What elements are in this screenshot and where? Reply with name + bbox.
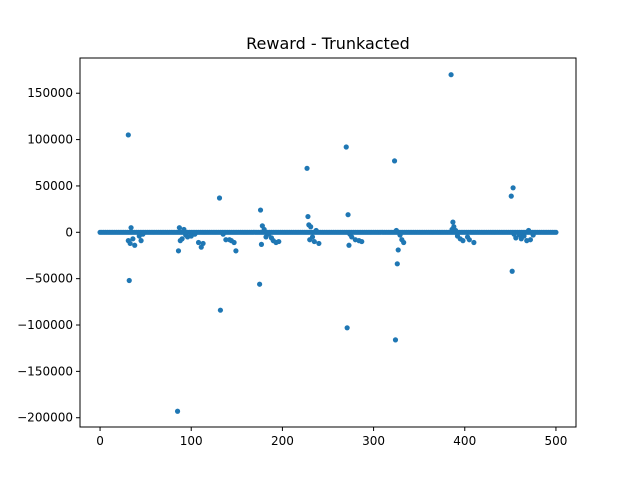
data-point xyxy=(395,247,401,253)
data-point xyxy=(460,238,466,244)
data-point xyxy=(176,225,182,231)
data-point xyxy=(128,225,134,231)
data-point xyxy=(261,226,267,233)
y-tick-label: −150000 xyxy=(17,364,73,378)
data-point xyxy=(521,233,527,239)
x-tick-label: 100 xyxy=(180,434,203,448)
data-point xyxy=(316,240,322,247)
data-point xyxy=(200,240,206,247)
data-point xyxy=(344,325,350,331)
data-point xyxy=(453,227,459,234)
data-points-layer xyxy=(125,72,536,414)
data-point xyxy=(466,237,472,243)
data-point xyxy=(175,248,182,254)
data-point xyxy=(132,242,138,248)
data-point xyxy=(346,242,352,248)
y-tick-label: 0 xyxy=(65,225,73,239)
data-point xyxy=(126,277,132,284)
data-point xyxy=(530,232,536,238)
x-tick-label: 200 xyxy=(271,434,294,448)
baseline-points-layer xyxy=(97,229,559,235)
data-point xyxy=(220,231,226,237)
data-point xyxy=(125,132,131,138)
data-point xyxy=(233,248,239,254)
data-point xyxy=(401,239,407,246)
data-point xyxy=(448,72,454,78)
data-point xyxy=(311,238,317,245)
y-tick-label: −200000 xyxy=(17,411,73,425)
y-tick-label: 150000 xyxy=(27,86,73,100)
data-point xyxy=(527,237,534,243)
data-point xyxy=(276,238,282,245)
data-point xyxy=(179,236,185,242)
data-point xyxy=(257,281,263,287)
data-point xyxy=(471,239,477,246)
data-point xyxy=(266,231,272,237)
data-point xyxy=(343,144,349,150)
x-tick-label: 0 xyxy=(96,434,104,448)
x-tick-label: 300 xyxy=(362,434,385,448)
y-axis: −200000 −150000 −100000 −50000 0 50000 100000 1… xyxy=(17,86,80,425)
data-point xyxy=(140,231,146,237)
plot-frame xyxy=(79,57,577,428)
x-tick-label: 400 xyxy=(453,434,476,448)
data-point xyxy=(394,261,400,267)
baseline-point xyxy=(553,229,559,235)
y-tick-label: −100000 xyxy=(17,318,73,332)
data-point xyxy=(450,219,456,225)
data-point xyxy=(223,237,229,243)
data-point xyxy=(258,241,265,247)
data-point xyxy=(510,185,516,191)
data-point xyxy=(391,158,398,164)
x-axis: 0 100 200 300 400 500 xyxy=(96,427,567,448)
data-point xyxy=(359,238,365,245)
data-point xyxy=(393,227,399,234)
data-point xyxy=(174,408,181,414)
y-tick-label: 50000 xyxy=(35,179,73,193)
x-tick-label: 500 xyxy=(544,434,567,448)
y-tick-label: −50000 xyxy=(25,272,73,286)
data-point xyxy=(181,226,187,233)
data-point xyxy=(192,231,198,237)
data-point xyxy=(138,238,144,244)
y-tick-label: 100000 xyxy=(27,133,73,147)
data-point xyxy=(130,236,136,242)
data-point xyxy=(195,239,202,246)
data-point xyxy=(313,227,319,234)
data-point xyxy=(397,232,403,238)
data-point xyxy=(508,193,514,199)
data-point xyxy=(509,268,515,274)
data-point xyxy=(305,213,311,220)
data-point xyxy=(308,224,314,230)
data-point xyxy=(257,207,264,213)
data-point xyxy=(349,234,355,240)
data-point xyxy=(513,235,519,241)
data-point xyxy=(127,240,133,247)
data-point xyxy=(525,227,532,234)
data-point xyxy=(217,307,224,313)
chart-title: Reward - Trunkacted xyxy=(246,34,410,53)
data-point xyxy=(304,165,310,171)
data-point xyxy=(216,195,223,201)
data-point xyxy=(345,212,351,218)
data-point xyxy=(309,234,316,240)
data-point xyxy=(392,337,399,343)
data-point xyxy=(231,239,237,246)
